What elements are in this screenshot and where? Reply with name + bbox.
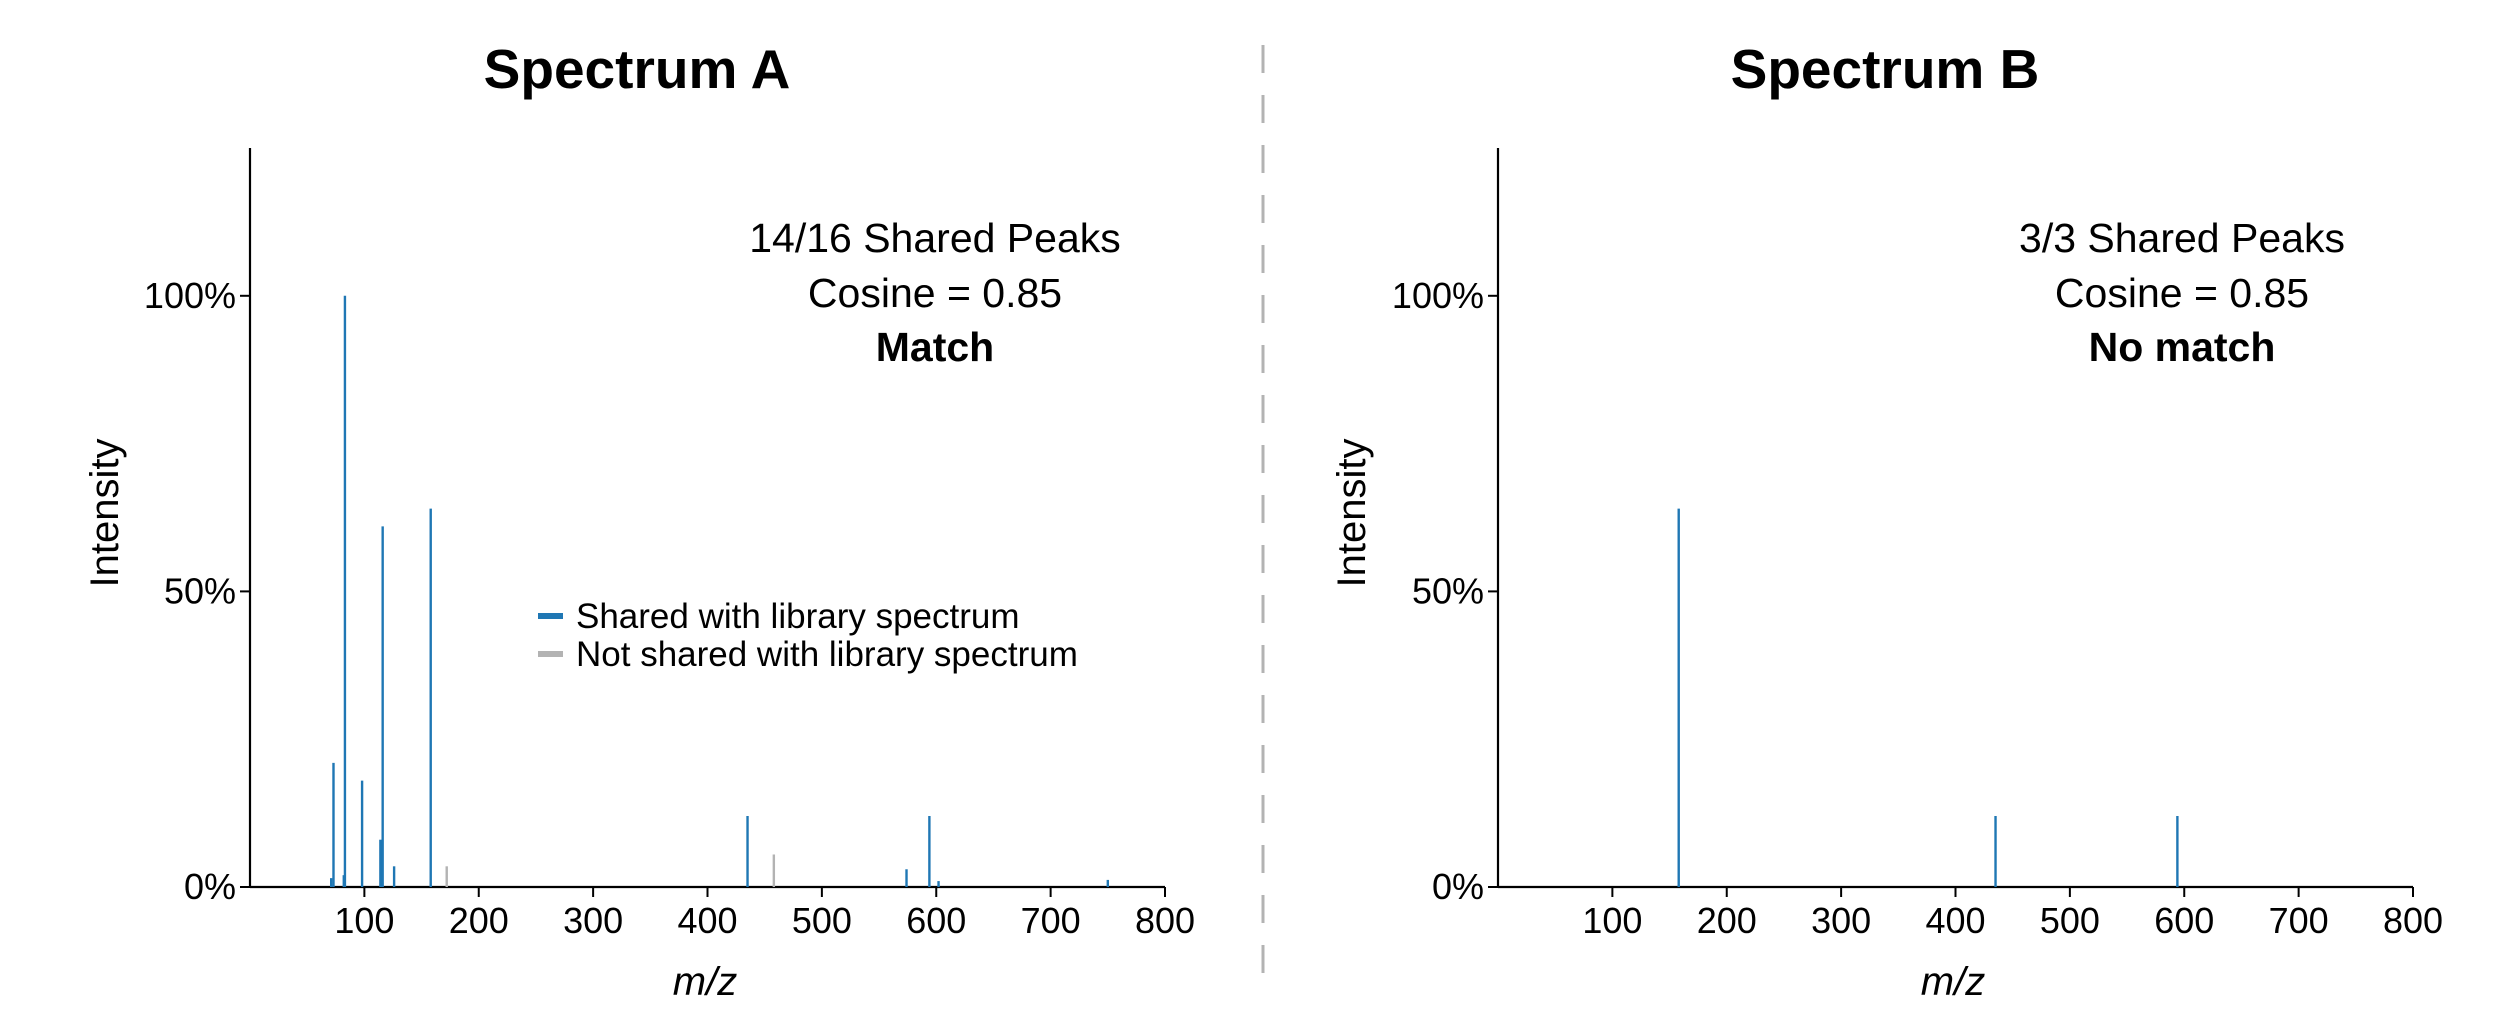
x-tick-label: 500 <box>792 900 852 941</box>
x-tick-label: 400 <box>677 900 737 941</box>
legend-label-not-shared: Not shared with library spectrum <box>576 635 1078 674</box>
spectrum-b-y-axis-label: Intensity <box>1330 439 1374 588</box>
x-tick-label: 100 <box>334 900 394 941</box>
spectrum-b-cosine: Cosine = 0.85 <box>2055 270 2309 316</box>
x-tick-label: 100 <box>1582 900 1642 941</box>
y-tick-label: 0% <box>1432 866 1484 907</box>
legend-swatch-not-shared <box>538 651 563 657</box>
x-tick-label: 600 <box>2154 900 2214 941</box>
spectrum-a-title: Spectrum A <box>484 38 791 100</box>
x-tick-label: 500 <box>2040 900 2100 941</box>
spectrum-a-cosine: Cosine = 0.85 <box>808 270 1062 316</box>
spectrum-b-match-status: No match <box>2089 324 2276 370</box>
x-tick-label: 800 <box>1135 900 1195 941</box>
x-tick-label: 700 <box>2269 900 2329 941</box>
y-tick-label: 50% <box>164 570 236 611</box>
spectrum-b-shared-peaks: 3/3 Shared Peaks <box>2019 215 2345 261</box>
spectrum-b-title: Spectrum B <box>1731 38 2040 100</box>
spectrum-a-x-axis-label: m/z <box>673 960 737 1004</box>
x-tick-label: 300 <box>1811 900 1871 941</box>
x-tick-label: 800 <box>2383 900 2443 941</box>
y-tick-label: 100% <box>1392 275 1484 316</box>
y-tick-label: 100% <box>144 275 236 316</box>
x-tick-label: 200 <box>449 900 509 941</box>
spectrum-a-y-axis-label: Intensity <box>83 439 127 588</box>
spectrum-b-annotation: 3/3 Shared Peaks Cosine = 0.85 No match <box>2019 215 2345 370</box>
spectrum-a-panel: Spectrum A Intensity m/z 14/16 Shared Pe… <box>83 38 1195 1004</box>
x-tick-label: 300 <box>563 900 623 941</box>
y-tick-label: 50% <box>1412 570 1484 611</box>
x-tick-label: 700 <box>1021 900 1081 941</box>
x-tick-label: 200 <box>1697 900 1757 941</box>
spectrum-a-annotation: 14/16 Shared Peaks Cosine = 0.85 Match <box>749 215 1121 370</box>
x-tick-label: 600 <box>906 900 966 941</box>
spectrum-a-shared-peaks: 14/16 Shared Peaks <box>749 215 1121 261</box>
legend-label-shared: Shared with library spectrum <box>576 597 1020 636</box>
spectrum-b-x-axis-label: m/z <box>1921 960 1985 1004</box>
spectrum-b-panel: Spectrum B Intensity m/z 3/3 Shared Peak… <box>1330 38 2443 1004</box>
spectrum-a-match-status: Match <box>876 324 994 370</box>
legend-swatch-shared <box>538 613 563 619</box>
y-tick-label: 0% <box>184 866 236 907</box>
legend: Shared with library spectrum Not shared … <box>538 597 1078 674</box>
x-tick-label: 400 <box>1925 900 1985 941</box>
